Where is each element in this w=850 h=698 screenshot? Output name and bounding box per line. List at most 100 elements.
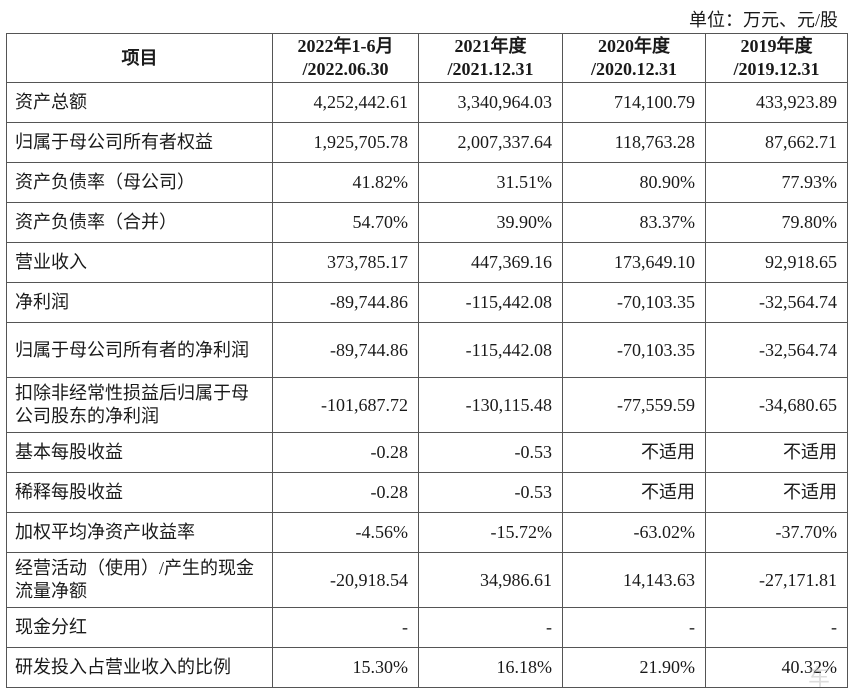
value-cell: -0.53 (418, 472, 563, 513)
value-cell: 31.51% (418, 162, 563, 203)
value-cell: -115,442.08 (418, 282, 563, 323)
value-cell: 16.18% (418, 647, 563, 688)
row-label: 资产负债率（合并） (6, 202, 273, 243)
value-cell: 433,923.89 (705, 82, 848, 123)
value-cell: 77.93% (705, 162, 848, 203)
value-cell: 447,369.16 (418, 242, 563, 283)
value-cell: -63.02% (562, 512, 706, 553)
value-cell: 14,143.63 (562, 552, 706, 608)
value-cell: -89,744.86 (272, 282, 419, 323)
header-row: 项目 2022年1-6月/2022.06.30 2021年度/2021.12.3… (6, 33, 848, 83)
value-cell: -0.53 (418, 432, 563, 473)
value-cell: -115,442.08 (418, 322, 563, 378)
value-cell: -89,744.86 (272, 322, 419, 378)
value-cell: -20,918.54 (272, 552, 419, 608)
value-cell: 不适用 (705, 432, 848, 473)
row-label: 归属于母公司所有者的净利润 (6, 322, 273, 378)
table-row: 基本每股收益 -0.28 -0.53 不适用 不适用 (6, 432, 848, 473)
value-cell: 40.32% (705, 647, 848, 688)
value-cell: 不适用 (562, 432, 706, 473)
value-cell: 92,918.65 (705, 242, 848, 283)
row-label: 净利润 (6, 282, 273, 323)
value-cell: 21.90% (562, 647, 706, 688)
header-date: /2022.06.30 (302, 59, 389, 79)
table-row: 营业收入 373,785.17 447,369.16 173,649.10 92,918… (6, 242, 848, 283)
value-cell: -0.28 (272, 472, 419, 513)
value-cell: 15.30% (272, 647, 419, 688)
header-period: 2021年度 (454, 36, 527, 56)
value-cell: 2,007,337.64 (418, 122, 563, 163)
watermark-logo: 车 (807, 666, 830, 691)
header-date: /2019.12.31 (733, 59, 820, 79)
value-cell: 1,925,705.78 (272, 122, 419, 163)
header-period: 2022年1-6月 (297, 36, 394, 56)
value-cell: -32,564.74 (705, 322, 848, 378)
table-row: 资产负债率（母公司） 41.82% 31.51% 80.90% 77.93% (6, 162, 848, 203)
row-label: 经营活动（使用）/产生的现金流量净额 (6, 552, 273, 608)
value-cell: - (418, 607, 563, 648)
value-cell: 3,340,964.03 (418, 82, 563, 123)
header-period: 2020年度 (598, 36, 670, 56)
header-2021: 2021年度/2021.12.31 (418, 33, 563, 83)
row-label: 稀释每股收益 (6, 472, 273, 513)
row-label: 现金分红 (6, 607, 273, 648)
header-2022h1: 2022年1-6月/2022.06.30 (272, 33, 419, 83)
table-row: 经营活动（使用）/产生的现金流量净额 -20,918.54 34,986.61 14,… (6, 552, 848, 608)
row-label: 扣除非经常性损益后归属于母公司股东的净利润 (6, 377, 273, 433)
row-label: 加权平均净资产收益率 (6, 512, 273, 553)
row-label: 研发投入占营业收入的比例 (6, 647, 273, 688)
value-cell: - (562, 607, 706, 648)
table-row: 研发投入占营业收入的比例 15.30% 16.18% 21.90% 40.32% (6, 647, 848, 688)
value-cell: -101,687.72 (272, 377, 419, 433)
value-cell: 80.90% (562, 162, 706, 203)
row-label: 归属于母公司所有者权益 (6, 122, 273, 163)
table-row: 资产负债率（合并） 54.70% 39.90% 83.37% 79.80% (6, 202, 848, 243)
value-cell: -27,171.81 (705, 552, 848, 608)
financial-table: 项目 2022年1-6月/2022.06.30 2021年度/2021.12.3… (6, 33, 848, 688)
value-cell: -70,103.35 (562, 282, 706, 323)
value-cell: 79.80% (705, 202, 848, 243)
header-period: 2019年度 (740, 36, 813, 56)
value-cell: - (272, 607, 419, 648)
table-row: 稀释每股收益 -0.28 -0.53 不适用 不适用 (6, 472, 848, 513)
header-item: 项目 (6, 33, 273, 83)
value-cell: -37.70% (705, 512, 848, 553)
value-cell: 173,649.10 (562, 242, 706, 283)
value-cell: 不适用 (705, 472, 848, 513)
value-cell: -77,559.59 (562, 377, 706, 433)
row-label: 基本每股收益 (6, 432, 273, 473)
value-cell: -130,115.48 (418, 377, 563, 433)
table-row: 归属于母公司所有者权益 1,925,705.78 2,007,337.64 118,7… (6, 122, 848, 163)
header-2020: 2020年度/2020.12.31 (562, 33, 706, 83)
value-cell: -0.28 (272, 432, 419, 473)
value-cell: -4.56% (272, 512, 419, 553)
header-date: /2021.12.31 (447, 59, 534, 79)
row-label: 资产总额 (6, 82, 273, 123)
value-cell: 34,986.61 (418, 552, 563, 608)
value-cell: -34,680.65 (705, 377, 848, 433)
row-label: 资产负债率（母公司） (6, 162, 273, 203)
value-cell: 87,662.71 (705, 122, 848, 163)
header-2019: 2019年度/2019.12.31 (705, 33, 848, 83)
header-date: /2020.12.31 (590, 59, 677, 79)
value-cell: 4,252,442.61 (272, 82, 419, 123)
value-cell: 41.82% (272, 162, 419, 203)
value-cell: 118,763.28 (562, 122, 706, 163)
table-row: 加权平均净资产收益率 -4.56% -15.72% -63.02% -37.70% (6, 512, 848, 553)
table-row: 扣除非经常性损益后归属于母公司股东的净利润 -101,687.72 -130,115… (6, 377, 848, 433)
value-cell: -15.72% (418, 512, 563, 553)
value-cell: - (705, 607, 848, 648)
table-row: 现金分红 - - - - (6, 607, 848, 648)
table-row: 归属于母公司所有者的净利润 -89,744.86 -115,442.08 -70,10… (6, 322, 848, 378)
value-cell: 714,100.79 (562, 82, 706, 123)
value-cell: 39.90% (418, 202, 563, 243)
table-row: 资产总额 4,252,442.61 3,340,964.03 714,100.79 43… (6, 82, 848, 123)
value-cell: 373,785.17 (272, 242, 419, 283)
value-cell: 不适用 (562, 472, 706, 513)
unit-note: 单位：万元、元/股 (688, 10, 838, 30)
row-label: 营业收入 (6, 242, 273, 283)
value-cell: 83.37% (562, 202, 706, 243)
table-row: 净利润 -89,744.86 -115,442.08 -70,103.35 -32,56… (6, 282, 848, 323)
value-cell: 54.70% (272, 202, 419, 243)
value-cell: -32,564.74 (705, 282, 848, 323)
